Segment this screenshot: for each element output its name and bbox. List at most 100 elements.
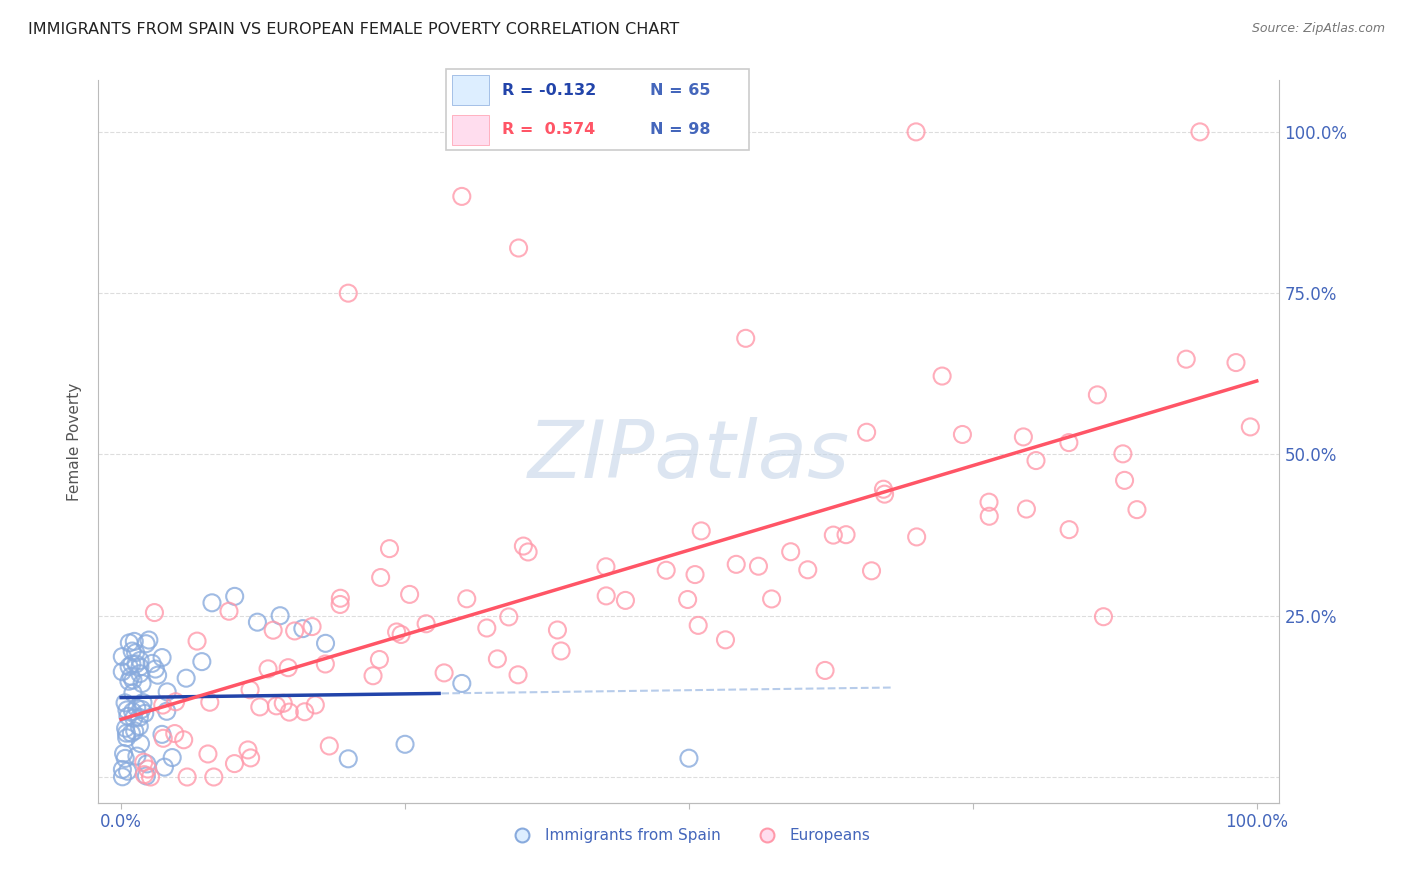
Point <box>398 587 420 601</box>
Point <box>150 727 173 741</box>
Point <box>146 668 169 682</box>
Point <box>337 286 360 301</box>
Point <box>517 545 540 559</box>
Point <box>163 726 186 740</box>
Point <box>198 695 221 709</box>
Point <box>378 541 401 556</box>
Point <box>224 756 246 771</box>
Point <box>129 660 152 674</box>
Point <box>498 610 520 624</box>
Point <box>714 632 737 647</box>
Point <box>152 698 174 712</box>
Point <box>678 751 700 765</box>
Point <box>125 657 148 671</box>
Point <box>595 589 617 603</box>
Point <box>121 657 143 671</box>
Point <box>952 427 974 442</box>
Point <box>614 593 637 607</box>
Point <box>797 563 820 577</box>
Point <box>134 706 156 721</box>
Point <box>931 369 953 384</box>
Point <box>855 425 877 440</box>
Point <box>905 530 928 544</box>
Point <box>1012 430 1035 444</box>
Point <box>779 545 801 559</box>
Text: N = 98: N = 98 <box>650 122 710 137</box>
Point <box>688 618 710 632</box>
Point <box>124 723 146 738</box>
Point <box>835 527 858 541</box>
Point <box>120 669 142 683</box>
Point <box>115 731 138 745</box>
Point <box>136 762 159 776</box>
Point <box>450 189 472 203</box>
Point <box>121 644 143 658</box>
Point <box>475 621 498 635</box>
Point <box>1114 474 1136 488</box>
Point <box>450 676 472 690</box>
Point <box>132 756 155 770</box>
Point <box>150 650 173 665</box>
Point <box>112 747 135 761</box>
Point <box>139 770 162 784</box>
Legend: Immigrants from Spain, Europeans: Immigrants from Spain, Europeans <box>501 822 877 849</box>
Point <box>135 769 157 783</box>
Text: R = -0.132: R = -0.132 <box>502 83 596 98</box>
Point <box>135 756 157 771</box>
Point <box>239 682 262 697</box>
Point <box>905 125 928 139</box>
Point <box>1239 420 1261 434</box>
Text: ZIPatlas: ZIPatlas <box>527 417 851 495</box>
Point <box>197 747 219 761</box>
Point <box>156 685 179 699</box>
Point <box>125 701 148 715</box>
Point <box>655 563 678 577</box>
Point <box>117 764 139 779</box>
Point <box>1085 388 1108 402</box>
Point <box>979 509 1001 524</box>
Point <box>118 659 141 673</box>
Point <box>131 676 153 690</box>
Text: Source: ZipAtlas.com: Source: ZipAtlas.com <box>1251 22 1385 36</box>
Point <box>122 711 145 725</box>
Point <box>117 709 139 723</box>
Point <box>124 634 146 648</box>
Point <box>134 767 156 781</box>
Point <box>546 623 568 637</box>
Point <box>486 652 509 666</box>
Point <box>304 698 326 712</box>
Point <box>118 636 141 650</box>
Point <box>249 700 271 714</box>
Point <box>734 331 756 345</box>
Point <box>118 674 141 689</box>
Point <box>278 705 301 719</box>
Point <box>129 653 152 667</box>
Point <box>508 241 530 255</box>
Point <box>224 590 246 604</box>
Point <box>124 646 146 660</box>
Point <box>131 702 153 716</box>
Point <box>1057 435 1080 450</box>
Point <box>1092 609 1115 624</box>
Point <box>111 649 134 664</box>
Point <box>329 591 352 606</box>
Text: R =  0.574: R = 0.574 <box>502 122 595 137</box>
Point <box>141 657 163 671</box>
Point <box>122 686 145 700</box>
Point <box>156 704 179 718</box>
Point <box>191 655 214 669</box>
Point <box>1015 502 1038 516</box>
Point <box>294 705 316 719</box>
Point <box>315 636 337 650</box>
Point <box>368 652 391 666</box>
Point <box>1057 523 1080 537</box>
Point <box>385 624 408 639</box>
Point <box>456 591 478 606</box>
Point <box>122 673 145 687</box>
Point <box>239 751 262 765</box>
Point <box>433 665 456 680</box>
Point <box>1175 352 1198 367</box>
Point <box>337 752 360 766</box>
Point <box>389 627 412 641</box>
Point <box>269 608 291 623</box>
